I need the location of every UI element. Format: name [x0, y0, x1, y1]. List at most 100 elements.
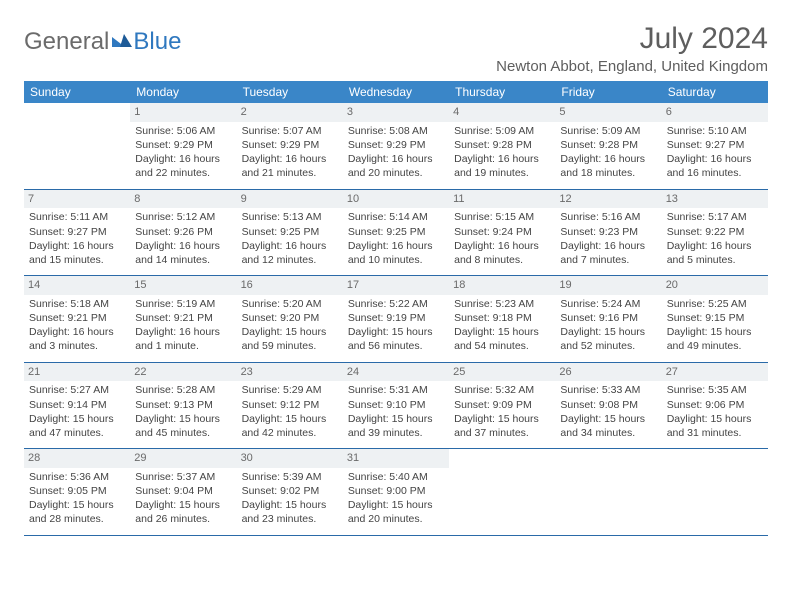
day-number: 21 [24, 363, 130, 382]
day-detail-line: Daylight: 15 hours and 31 minutes. [667, 412, 763, 440]
day-details: Sunrise: 5:17 AMSunset: 9:22 PMDaylight:… [667, 210, 763, 267]
day-detail-line: Daylight: 15 hours and 23 minutes. [242, 498, 338, 526]
day-detail-line: Sunrise: 5:27 AM [29, 383, 125, 397]
day-number: 15 [130, 276, 236, 295]
weekday-header: Saturday [662, 81, 768, 103]
calendar-day-cell: 30Sunrise: 5:39 AMSunset: 9:02 PMDayligh… [237, 449, 343, 536]
day-detail-line: Sunrise: 5:09 AM [560, 124, 656, 138]
day-detail-line: Daylight: 15 hours and 37 minutes. [454, 412, 550, 440]
day-detail-line: Sunrise: 5:36 AM [29, 470, 125, 484]
weekday-header-row: Sunday Monday Tuesday Wednesday Thursday… [24, 81, 768, 103]
day-details: Sunrise: 5:14 AMSunset: 9:25 PMDaylight:… [348, 210, 444, 267]
day-number: 29 [130, 449, 236, 468]
day-number: 12 [555, 190, 661, 209]
day-number: 10 [343, 190, 449, 209]
day-detail-line: Sunrise: 5:28 AM [135, 383, 231, 397]
calendar-day-cell: 14Sunrise: 5:18 AMSunset: 9:21 PMDayligh… [24, 276, 130, 363]
logo-mark-icon [112, 28, 132, 56]
day-details: Sunrise: 5:22 AMSunset: 9:19 PMDaylight:… [348, 297, 444, 354]
day-details: Sunrise: 5:12 AMSunset: 9:26 PMDaylight:… [135, 210, 231, 267]
day-detail-line: Sunrise: 5:32 AM [454, 383, 550, 397]
calendar-day-cell [449, 449, 555, 536]
day-number: 28 [24, 449, 130, 468]
day-detail-line: Sunset: 9:26 PM [135, 225, 231, 239]
day-detail-line: Daylight: 16 hours and 16 minutes. [667, 152, 763, 180]
day-details: Sunrise: 5:23 AMSunset: 9:18 PMDaylight:… [454, 297, 550, 354]
day-detail-line: Sunset: 9:18 PM [454, 311, 550, 325]
day-detail-line: Sunrise: 5:29 AM [242, 383, 338, 397]
day-detail-line: Sunset: 9:23 PM [560, 225, 656, 239]
calendar-day-cell: 28 Sunrise: 5:36 AMSunset: 9:05 PMDayligh… [24, 449, 130, 536]
day-detail-line: Sunset: 9:25 PM [242, 225, 338, 239]
day-detail-line: Sunset: 9:21 PM [135, 311, 231, 325]
location-text: Newton Abbot, England, United Kingdom [496, 58, 768, 75]
day-details: Sunrise: 5:08 AMSunset: 9:29 PMDaylight:… [348, 124, 444, 181]
day-detail-line: Sunset: 9:12 PM [242, 398, 338, 412]
day-details: Sunrise: 5:37 AMSunset: 9:04 PMDaylight:… [135, 470, 231, 527]
day-number: 31 [343, 449, 449, 468]
calendar-day-cell: 19Sunrise: 5:24 AMSunset: 9:16 PMDayligh… [555, 276, 661, 363]
day-number: 18 [449, 276, 555, 295]
weekday-header: Sunday [24, 81, 130, 103]
calendar-day-cell: 13Sunrise: 5:17 AMSunset: 9:22 PMDayligh… [662, 189, 768, 276]
calendar-day-cell: 9Sunrise: 5:13 AMSunset: 9:25 PMDaylight… [237, 189, 343, 276]
day-detail-line: Daylight: 16 hours and 14 minutes. [135, 239, 231, 267]
day-number: 22 [130, 363, 236, 382]
day-detail-line: Sunrise: 5:13 AM [242, 210, 338, 224]
day-details: Sunrise: 5:40 AMSunset: 9:00 PMDaylight:… [348, 470, 444, 527]
day-detail-line: Daylight: 16 hours and 20 minutes. [348, 152, 444, 180]
calendar-day-cell: 22Sunrise: 5:28 AMSunset: 9:13 PMDayligh… [130, 362, 236, 449]
day-number: 4 [449, 103, 555, 122]
day-detail-line: Sunrise: 5:09 AM [454, 124, 550, 138]
day-number: 11 [449, 190, 555, 209]
day-details: Sunrise: 5:09 AMSunset: 9:28 PMDaylight:… [560, 124, 656, 181]
day-detail-line: Sunset: 9:08 PM [560, 398, 656, 412]
day-detail-line: Sunset: 9:14 PM [29, 398, 125, 412]
weekday-header: Wednesday [343, 81, 449, 103]
day-number: 3 [343, 103, 449, 122]
day-details: Sunrise: 5:32 AMSunset: 9:09 PMDaylight:… [454, 383, 550, 440]
day-detail-line: Daylight: 15 hours and 28 minutes. [29, 498, 125, 526]
day-detail-line: Sunset: 9:05 PM [29, 484, 125, 498]
day-detail-line: Sunset: 9:29 PM [135, 138, 231, 152]
calendar-day-cell: 21Sunrise: 5:27 AMSunset: 9:14 PMDayligh… [24, 362, 130, 449]
day-number: 8 [130, 190, 236, 209]
day-detail-line: Sunset: 9:28 PM [454, 138, 550, 152]
weekday-header: Friday [555, 81, 661, 103]
day-detail-line: Sunset: 9:29 PM [242, 138, 338, 152]
day-number: 2 [237, 103, 343, 122]
calendar-day-cell: 31 Sunrise: 5:40 AMSunset: 9:00 PMDayligh… [343, 449, 449, 536]
day-detail-line: Daylight: 15 hours and 39 minutes. [348, 412, 444, 440]
calendar-day-cell: 12Sunrise: 5:16 AMSunset: 9:23 PMDayligh… [555, 189, 661, 276]
day-number: 5 [555, 103, 661, 122]
calendar-day-cell: 27Sunrise: 5:35 AMSunset: 9:06 PMDayligh… [662, 362, 768, 449]
day-detail-line: Sunrise: 5:25 AM [667, 297, 763, 311]
day-detail-line: Daylight: 15 hours and 34 minutes. [560, 412, 656, 440]
day-detail-line: Daylight: 16 hours and 12 minutes. [242, 239, 338, 267]
calendar-day-cell [662, 449, 768, 536]
day-detail-line: Daylight: 16 hours and 8 minutes. [454, 239, 550, 267]
day-detail-line: Sunset: 9:00 PM [348, 484, 444, 498]
day-detail-line: Sunrise: 5:10 AM [667, 124, 763, 138]
calendar-day-cell [24, 103, 130, 189]
day-number: 17 [343, 276, 449, 295]
day-number: 30 [237, 449, 343, 468]
calendar-day-cell: 5 Sunrise: 5:09 AMSunset: 9:28 PMDaylight… [555, 103, 661, 189]
day-number: 24 [343, 363, 449, 382]
day-number: 7 [24, 190, 130, 209]
calendar-day-cell: 15Sunrise: 5:19 AMSunset: 9:21 PMDayligh… [130, 276, 236, 363]
day-number: 13 [662, 190, 768, 209]
day-number: 27 [662, 363, 768, 382]
day-details: Sunrise: 5:06 AMSunset: 9:29 PMDaylight:… [135, 124, 231, 181]
day-detail-line: Daylight: 15 hours and 54 minutes. [454, 325, 550, 353]
day-number: 1 [130, 103, 236, 122]
calendar-day-cell: 4Sunrise: 5:09 AMSunset: 9:28 PMDaylight… [449, 103, 555, 189]
day-detail-line: Sunrise: 5:11 AM [29, 210, 125, 224]
weekday-header: Tuesday [237, 81, 343, 103]
calendar-week-row: 7Sunrise: 5:11 AMSunset: 9:27 PMDaylight… [24, 189, 768, 276]
day-detail-line: Daylight: 16 hours and 3 minutes. [29, 325, 125, 353]
calendar-day-cell: 26Sunrise: 5:33 AMSunset: 9:08 PMDayligh… [555, 362, 661, 449]
day-details: Sunrise: 5:13 AMSunset: 9:25 PMDaylight:… [242, 210, 338, 267]
day-detail-line: Daylight: 15 hours and 20 minutes. [348, 498, 444, 526]
day-details: Sunrise: 5:20 AMSunset: 9:20 PMDaylight:… [242, 297, 338, 354]
